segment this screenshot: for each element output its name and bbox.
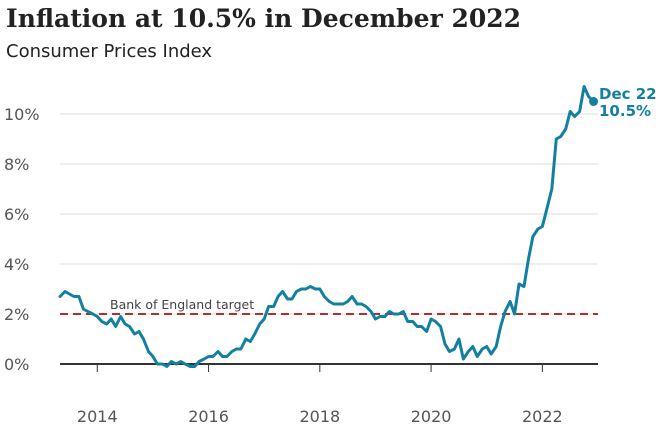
x-tick-label: 2022 xyxy=(522,407,563,426)
y-tick-label: 4% xyxy=(4,255,29,274)
x-tick-label: 2014 xyxy=(77,407,118,426)
x-tick-label: 2020 xyxy=(411,407,452,426)
end-annotation-line: 10.5% xyxy=(599,102,651,120)
x-tick-label: 2016 xyxy=(188,407,229,426)
target-line-label: Bank of England target xyxy=(110,297,254,312)
y-tick-label: 8% xyxy=(4,155,29,174)
chart-subtitle: Consumer Prices Index xyxy=(6,41,213,62)
y-tick-label: 6% xyxy=(4,205,29,224)
end-annotation-line: Dec 22 xyxy=(599,85,657,103)
chart-title: Inflation at 10.5% in December 2022 xyxy=(6,4,522,33)
y-tick-label: 0% xyxy=(4,355,29,374)
cpi-series-line xyxy=(58,85,596,368)
y-tick-label: 2% xyxy=(4,305,29,324)
y-tick-label: 10% xyxy=(4,105,40,124)
end-point-marker xyxy=(589,97,599,106)
x-tick-label: 2018 xyxy=(299,407,340,426)
